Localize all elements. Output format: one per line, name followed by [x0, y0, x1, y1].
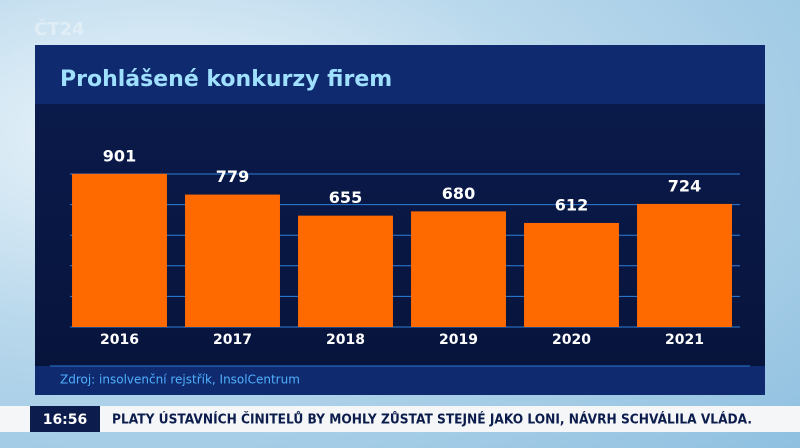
ticker-headline: PLATY ÚSTAVNÍCH ČINITELŮ BY MOHLY ZŮSTAT…: [112, 412, 752, 428]
x-tick-label: 2019: [439, 332, 478, 348]
bar: [637, 203, 732, 327]
x-tick-label: 2020: [552, 332, 591, 348]
source: Zdroj: insolvenční rejstřík, InsolCentru…: [60, 373, 300, 387]
value-label: 680: [442, 184, 475, 203]
bar: [72, 173, 167, 327]
value-label: 901: [103, 146, 136, 165]
bar: [298, 215, 393, 327]
x-tick-label: 2018: [326, 332, 365, 348]
x-tick-label: 2016: [100, 332, 139, 348]
chart-title: Prohlášené konkurzy firem: [60, 67, 392, 92]
value-label: 655: [329, 188, 362, 207]
value-label: 612: [555, 195, 588, 214]
value-label: 724: [668, 176, 701, 195]
x-tick-label: 2021: [665, 332, 704, 348]
bar: [185, 194, 280, 327]
ticker-time-box: [30, 406, 100, 432]
x-tick-label: 2017: [213, 332, 252, 348]
bar: [411, 211, 506, 327]
ticker-time: 16:56: [43, 412, 88, 428]
bar: [524, 222, 619, 327]
value-label: 779: [216, 167, 249, 186]
channel-logo: ČT24: [34, 18, 85, 40]
ticker-bar: [0, 406, 800, 432]
